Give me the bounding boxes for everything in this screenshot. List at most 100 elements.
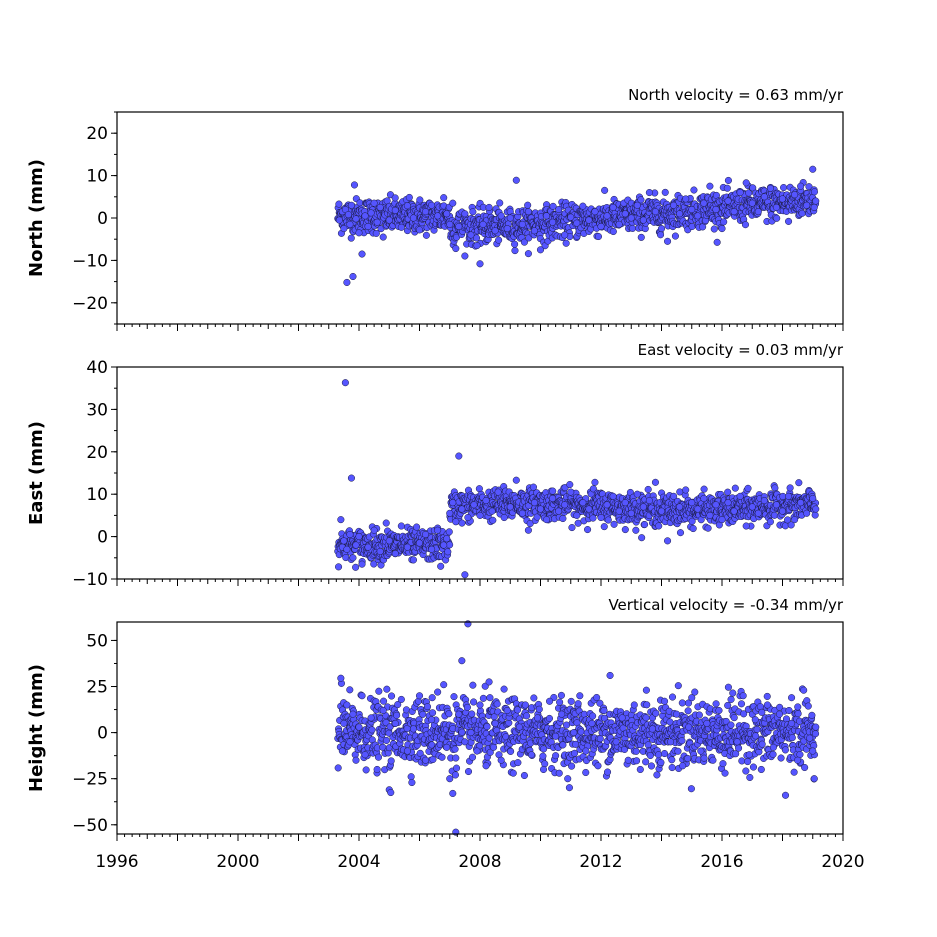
north-data-point: [720, 218, 728, 226]
height-data-point: [753, 725, 761, 733]
height-data-point: [636, 765, 644, 774]
height-data-point: [668, 693, 677, 701]
height-data-point: [582, 768, 590, 777]
height-data-point: [388, 692, 396, 700]
north-data-point: [370, 199, 378, 207]
height-data-point: [428, 716, 436, 724]
height-data-point: [415, 692, 424, 700]
north-data-point: [472, 234, 481, 242]
east-data-point: [352, 541, 360, 549]
east-data-point: [370, 526, 378, 534]
north-data-point: [434, 212, 442, 220]
east-data-point: [445, 528, 453, 536]
height-data-point: [514, 759, 522, 767]
height-data-point: [775, 710, 784, 718]
east-data-point: [536, 505, 545, 513]
height-data-point: [647, 762, 656, 770]
height-data-point: [788, 694, 796, 702]
x-tick-label: 2000: [216, 852, 259, 872]
east-data-point: [639, 503, 647, 511]
height-data-point: [338, 747, 346, 755]
height-data-point: [788, 719, 796, 727]
height-data-point: [429, 709, 437, 717]
height-data-point: [552, 732, 560, 740]
height-data-point: [362, 766, 370, 774]
north-data-point: [397, 223, 405, 231]
north-data-point: [376, 203, 384, 211]
east-data-point: [724, 499, 732, 507]
height-data-point: [493, 700, 501, 708]
north-data-point: [391, 206, 399, 214]
north-data-point: [479, 220, 487, 228]
east-data-point: [700, 494, 708, 502]
east-y-tick-label: 30: [86, 400, 108, 420]
height-data-point: [479, 694, 487, 702]
height-data-point: [368, 726, 376, 734]
north-data-point: [724, 176, 732, 184]
height-data-point: [473, 747, 481, 755]
north-data-point: [670, 201, 678, 209]
east-data-point: [778, 507, 787, 515]
height-data-point: [697, 747, 705, 755]
height-data-point: [737, 700, 746, 708]
height-data-point: [523, 712, 531, 720]
north-data-point: [723, 184, 731, 192]
height-data-point: [379, 706, 387, 715]
east-data-point: [770, 511, 779, 519]
height-data-point: [781, 791, 790, 799]
north-data-point: [688, 205, 696, 214]
north-data-point: [496, 199, 504, 207]
height-data-point: [450, 693, 458, 701]
north-data-point: [347, 201, 355, 209]
north-data-point: [372, 229, 380, 237]
north-data-point: [718, 225, 726, 233]
north-data-point: [461, 252, 469, 260]
height-data-point: [407, 773, 415, 781]
height-data-point: [809, 747, 817, 755]
east-data-point: [584, 526, 592, 534]
north-data-point: [549, 202, 557, 210]
north-data-point: [452, 244, 460, 253]
east-data-point: [644, 485, 652, 493]
north-data-point: [443, 210, 451, 218]
height-data-point: [739, 692, 747, 700]
north-data-point: [645, 189, 653, 197]
east-data-point: [597, 513, 605, 522]
east-data-point: [464, 513, 472, 522]
east-data-point: [446, 509, 454, 517]
height-data-point: [565, 784, 573, 792]
north-data-point: [812, 197, 820, 205]
height-data-point: [660, 749, 669, 758]
east-data-point: [358, 560, 366, 568]
north-data-point: [594, 232, 603, 241]
height-data-point: [594, 762, 602, 770]
height-data-point: [374, 753, 383, 761]
height-data-point: [375, 687, 383, 695]
north-y-tick-label: −20: [72, 294, 108, 314]
north-data-point: [615, 220, 623, 228]
height-data-point: [340, 719, 348, 727]
north-data-point: [497, 212, 505, 220]
north-data-point: [579, 202, 587, 210]
height-data-point: [660, 697, 669, 705]
height-data-point: [724, 683, 732, 691]
north-data-point: [682, 195, 690, 203]
north-data-point: [724, 197, 732, 205]
east-data-point: [651, 478, 660, 486]
east-data-point: [352, 563, 360, 571]
height-data-point: [745, 751, 753, 759]
north-data-point: [609, 203, 617, 211]
north-data-point: [809, 165, 817, 173]
east-data-point: [382, 519, 390, 527]
east-data-point: [458, 519, 466, 527]
north-data-point: [524, 201, 532, 209]
height-data-point: [687, 785, 695, 793]
east-data-point: [736, 492, 744, 500]
height-data-point: [695, 711, 703, 719]
height-data-point: [574, 700, 582, 708]
east-data-point: [364, 543, 372, 551]
east-y-tick-label: 0: [97, 528, 108, 548]
height-data-point: [700, 754, 708, 762]
height-velocity-label: Vertical velocity = -0.34 mm/yr: [608, 596, 843, 614]
